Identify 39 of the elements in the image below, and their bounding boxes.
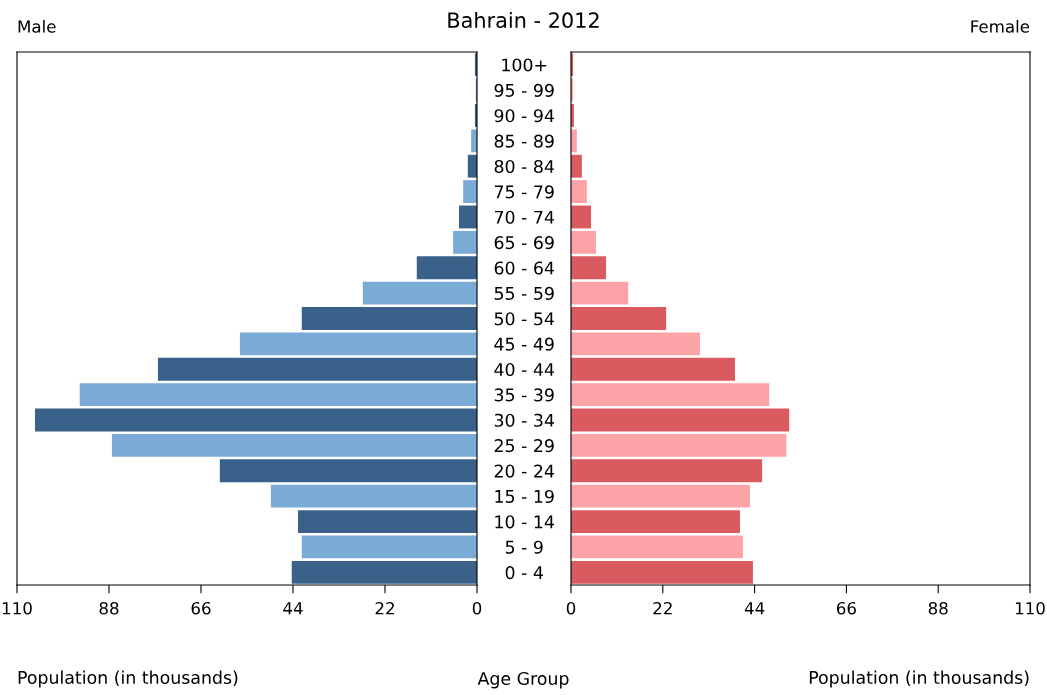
y-tick-label: 80 - 84	[494, 159, 554, 174]
y-tick-label: 90 - 94	[494, 109, 554, 123]
y-axis-title: Age Group	[477, 671, 569, 689]
text: Bahrain - 2012	[448, 11, 599, 29]
x-tick-label: 88	[99, 601, 119, 615]
y-tick-label: 40 - 44	[494, 362, 554, 377]
y-tick-label: 20 - 24	[494, 464, 554, 478]
x-axis-title: Population (in thousands)	[809, 670, 1029, 688]
x-tick-label: 66	[836, 601, 856, 615]
y-tick-label: 100+	[502, 58, 547, 72]
y-tick-label: 5 - 9	[505, 540, 543, 554]
x-tick-label: 44	[744, 602, 765, 615]
x-tick-label: 0	[472, 601, 482, 615]
x-tick-label: 110	[2, 601, 32, 615]
y-tick-label: 50 - 54	[494, 312, 554, 326]
y-tick-label: 95 - 99	[494, 83, 554, 97]
y-tick-label: 10 - 14	[495, 515, 554, 529]
y-tick-label: 70 - 74	[494, 210, 554, 224]
x-axis-title: Population (in thousands)	[18, 670, 238, 688]
y-tick-label: 65 - 69	[494, 236, 554, 250]
y-tick-label: 85 - 89	[494, 134, 554, 148]
y-tick-label: 35 - 39	[494, 388, 554, 402]
chart-title: Female	[971, 19, 1030, 33]
y-tick-label: 55 - 59	[494, 286, 554, 300]
y-tick-label: 30 - 34	[494, 413, 554, 427]
y-tick-label: 75 - 79	[494, 185, 554, 199]
x-tick-label: 44	[283, 602, 303, 615]
y-tick-label: 15 - 19	[495, 489, 554, 504]
chart-title: Male	[18, 19, 56, 33]
x-tick-label: 22	[653, 601, 672, 615]
x-tick-label: 110	[1015, 601, 1045, 615]
y-tick-label: 45 - 49	[494, 337, 554, 351]
x-tick-label: 0	[566, 601, 576, 615]
y-tick-label: 60 - 64	[494, 261, 554, 275]
x-tick-label: 22	[375, 601, 394, 615]
x-tick-label: 66	[191, 601, 211, 615]
y-tick-label: 25 - 29	[494, 439, 554, 453]
y-tick-label: 0 - 4	[505, 566, 543, 580]
x-tick-label: 88	[928, 601, 948, 615]
